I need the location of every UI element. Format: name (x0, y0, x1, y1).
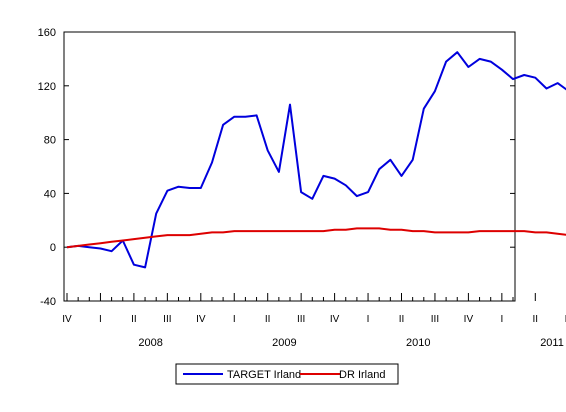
quarter-label: I (367, 314, 370, 325)
quarter-label: III (163, 314, 171, 325)
quarter-label: IV (62, 314, 72, 325)
series-layer (66, 51, 566, 269)
x-axis: IVIIIIIIIVIIIIIIIVIIIIIIIVIIIIIIIVIIIIII… (62, 293, 566, 349)
legend: TARGET Irland DR Irland (175, 363, 399, 385)
y-tick-label: 0 (50, 242, 56, 254)
year-label: 2009 (272, 337, 296, 349)
y-tick-label: 40 (44, 188, 56, 200)
quarter-label: IV (330, 314, 340, 325)
quarter-label: III (431, 314, 439, 325)
quarter-label: II (265, 314, 271, 325)
quarter-label: I (233, 314, 236, 325)
y-tick-label: 80 (44, 135, 56, 147)
y-tick-label: 120 (38, 81, 56, 93)
quarter-label: I (500, 314, 503, 325)
series-line-0 (66, 51, 566, 269)
y-tick-label: 160 (38, 27, 56, 39)
quarter-label: III (565, 314, 566, 325)
quarter-label: II (533, 314, 539, 325)
legend-label: TARGET Irland (227, 369, 301, 381)
year-label: 2010 (406, 337, 430, 349)
quarter-label: IV (464, 314, 474, 325)
quarter-label: I (99, 314, 102, 325)
legend-label: DR Irland (339, 369, 385, 381)
y-tick-label: -40 (40, 296, 56, 308)
quarter-label: III (297, 314, 305, 325)
year-label: 2011 (540, 337, 564, 349)
series-line-1 (66, 227, 566, 249)
quarter-label: IV (196, 314, 206, 325)
year-label: 2008 (138, 337, 162, 349)
quarter-label: II (399, 314, 405, 325)
quarter-label: II (131, 314, 137, 325)
legend-box (175, 363, 399, 385)
y-axis: -40 0 40 80 120 160 (38, 27, 515, 308)
